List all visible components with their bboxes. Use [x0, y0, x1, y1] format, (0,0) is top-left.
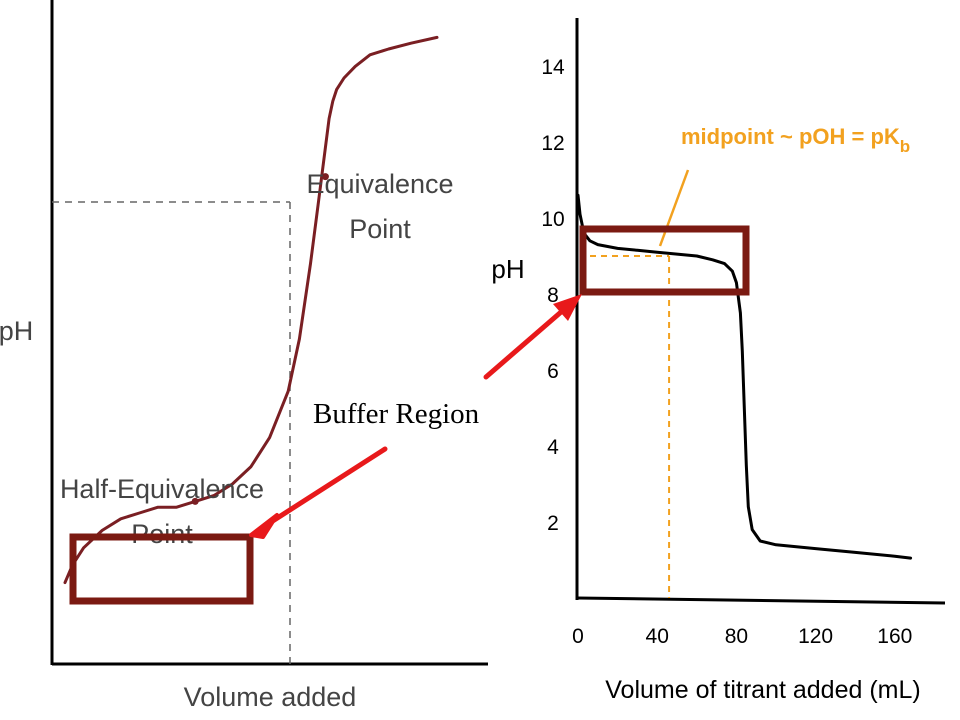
right-y-tick-label: 2 — [547, 512, 559, 535]
right-y-tick-label: 10 — [541, 208, 564, 231]
right-titration-curve — [576, 193, 913, 560]
half-equivalence-point-marker — [191, 497, 199, 505]
right-x-tick-label: 40 — [646, 625, 669, 648]
right-x-tick-label: 160 — [877, 625, 912, 648]
half-equivalence-label-line1: Half-Equivalence — [60, 474, 264, 504]
callout-label-background — [310, 393, 528, 437]
arrow-to-left-box-shaft — [265, 446, 388, 527]
right-y-tick-label: 14 — [541, 56, 565, 79]
right-y-tick-label: 4 — [547, 436, 559, 459]
midpoint-annotation: midpoint ~ pOH = pKb — [681, 124, 910, 156]
right-buffer-box — [579, 225, 750, 296]
midpoint-annotation-subscript: b — [900, 137, 910, 156]
buffer-region-label: Buffer Region — [313, 398, 480, 430]
midpoint-pointer-line — [658, 169, 690, 247]
right-x-axis-label: Volume of titrant added (mL) — [605, 676, 920, 704]
right-x-tick-label: 0 — [572, 625, 584, 648]
arrow-to-right-box-shaft — [483, 303, 571, 380]
arrow-to-right-box-head — [553, 294, 582, 321]
right-x-tick-label: 80 — [725, 625, 748, 648]
right-y-tick-labels: 2 4 6 8 10 12 14 — [541, 56, 565, 535]
right-x-axis — [576, 596, 946, 605]
right-y-tick-label: 6 — [547, 360, 559, 383]
right-y-axis-label: pH — [491, 254, 524, 284]
left-x-axis-label: Volume added — [184, 682, 357, 712]
left-y-axis-label: pH — [0, 316, 33, 346]
equivalence-label-line2: Point — [349, 214, 411, 244]
left-titration-curve — [63, 35, 439, 585]
right-x-tick-labels: 0 40 80 120 160 — [572, 625, 912, 648]
right-y-tick-label: 12 — [541, 132, 564, 155]
arrow-to-left-box-head — [249, 513, 279, 539]
left-chart: Equivalence Point Half-Equivalence Point… — [0, 0, 488, 712]
right-chart: 2 4 6 8 10 12 14 0 40 80 120 160 midpoint ~ pOH = … — [491, 18, 946, 704]
right-x-tick-label: 120 — [798, 625, 833, 648]
midpoint-annotation-text: midpoint ~ pOH = pK — [681, 124, 900, 149]
left-buffer-box — [69, 533, 254, 605]
right-y-tick-label: 8 — [547, 284, 559, 307]
equivalence-point-marker — [321, 173, 329, 181]
equivalence-label-line1: Equivalence — [306, 169, 453, 199]
buffer-callout: Buffer Region — [249, 294, 582, 539]
